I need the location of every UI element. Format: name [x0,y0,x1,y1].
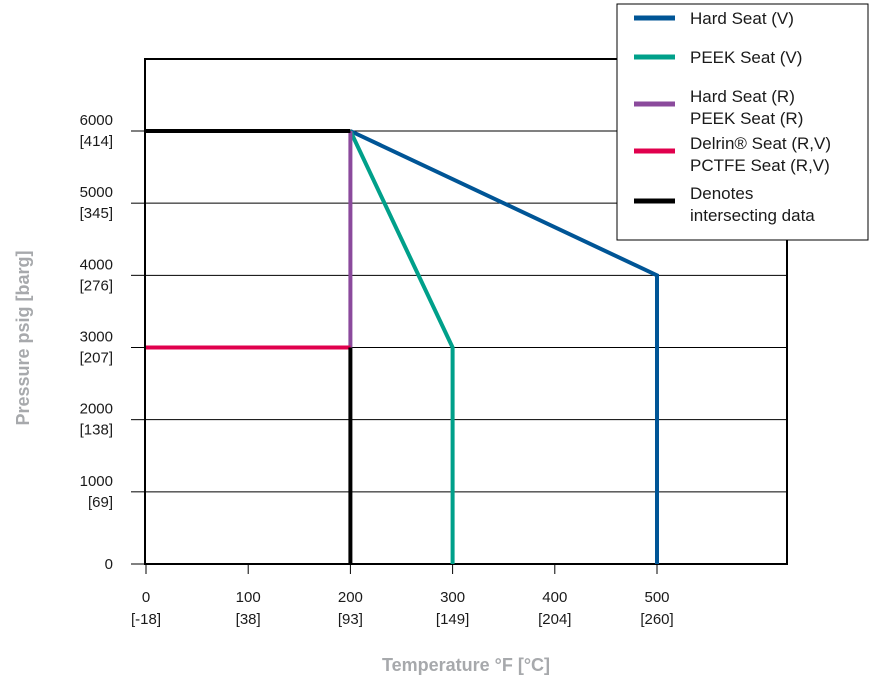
x-tick-sublabel: [204] [538,611,571,628]
legend-label: intersecting data [690,206,815,225]
y-tick-label: 4000 [80,256,113,273]
x-axis-title: Temperature °F [°C] [382,655,550,675]
legend-label: Hard Seat (V) [690,9,794,28]
legend-label: PEEK Seat (V) [690,48,802,67]
x-tick-sublabel: [-18] [131,611,161,628]
y-tick-label: 5000 [80,184,113,201]
legend-label: PCTFE Seat (R,V) [690,156,830,175]
x-tick-sublabel: [93] [338,611,363,628]
x-tick-label: 500 [644,589,669,606]
x-tick-label: 300 [440,589,465,606]
series-line-hard-seat-v [349,129,659,564]
y-tick-sublabel: [414] [80,133,113,150]
x-tick-label: 400 [542,589,567,606]
x-tick-sublabel: [149] [436,611,469,628]
series-line-peek-seat-v [348,130,455,564]
y-axis-title: Pressure psig [barg] [13,250,33,425]
x-tick-label: 200 [338,589,363,606]
x-tick-sublabel: [38] [236,611,261,628]
legend-label: Hard Seat (R) [690,87,795,106]
x-tick-sublabel: [260] [640,611,673,628]
y-tick-sublabel: [207] [80,350,113,367]
x-tick-label: 100 [236,589,261,606]
legend-label: PEEK Seat (R) [690,109,803,128]
legend-label: Delrin® Seat (R,V) [690,134,831,153]
plot-frame [144,58,788,565]
y-tick-sublabel: [345] [80,205,113,222]
y-tick-label: 0 [105,556,113,573]
y-tick-label: 1000 [80,473,113,490]
x-tick-label: 0 [142,589,150,606]
y-tick-label: 3000 [80,329,113,346]
y-tick-sublabel: [69] [88,494,113,511]
y-tick-sublabel: [138] [80,422,113,439]
legend: Hard Seat (V) PEEK Seat (V) Hard Seat (R) P… [616,3,869,241]
y-tick-label: 2000 [80,401,113,418]
legend-label: Denotes [690,184,753,203]
y-tick-label: 6000 [80,112,113,129]
y-tick-sublabel: [276] [80,277,113,294]
